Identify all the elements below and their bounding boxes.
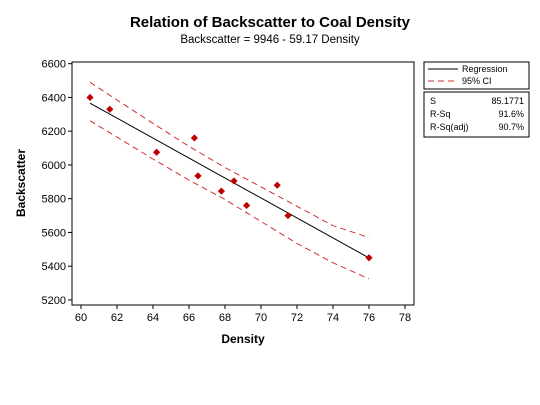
data-point <box>365 254 373 262</box>
data-point <box>106 105 114 113</box>
y-tick-label: 5200 <box>42 295 66 307</box>
x-tick-label: 64 <box>147 312 159 324</box>
y-axis: 5200 5400 5600 5800 6000 6200 6400 6600 <box>42 59 72 307</box>
x-axis: 60 62 64 66 68 70 72 74 76 78 <box>75 305 411 324</box>
stat-value: 90.7% <box>498 122 524 132</box>
y-tick-label: 5400 <box>42 261 66 273</box>
data-point <box>284 211 292 220</box>
legend-ci-label: 95% CI <box>462 76 492 86</box>
stat-value: 85.1771 <box>491 96 524 106</box>
data-point <box>86 93 94 102</box>
x-tick-label: 72 <box>291 312 303 324</box>
legend-regression-label: Regression <box>462 64 508 74</box>
confidence-interval-lines <box>89 81 370 280</box>
stat-label: R-Sq <box>430 109 451 119</box>
data-point <box>194 172 202 180</box>
stat-label: S <box>430 96 436 106</box>
y-tick-label: 6200 <box>42 126 66 138</box>
x-tick-label: 74 <box>327 312 339 324</box>
y-tick-label: 6400 <box>42 92 66 104</box>
y-tick-label: 6600 <box>42 59 66 71</box>
y-tick-label: 5600 <box>42 227 66 239</box>
x-tick-label: 66 <box>183 312 195 324</box>
x-tick-label: 70 <box>255 312 267 324</box>
chart-title: Relation of Backscatter to Coal Density <box>129 14 411 31</box>
legend-box <box>423 61 530 90</box>
data-point <box>273 181 281 189</box>
y-tick-label: 6000 <box>42 160 66 172</box>
x-tick-label: 76 <box>363 312 375 324</box>
stat-value: 91.6% <box>498 109 524 119</box>
stats-table: S 85.1771 R-Sq 91.6% R-Sq(adj) 90.7% <box>430 96 524 132</box>
chart-subtitle: Backscatter = 9946 - 59.17 Density <box>180 34 360 46</box>
stat-label: R-Sq(adj) <box>430 122 469 132</box>
y-axis-label: Backscatter <box>14 149 28 217</box>
stats-box <box>423 91 530 138</box>
plot-area <box>71 61 415 306</box>
regression-line <box>89 102 370 259</box>
x-tick-label: 62 <box>111 312 123 324</box>
data-point <box>217 187 225 195</box>
y-tick-label: 5800 <box>42 194 66 206</box>
data-points <box>86 93 373 262</box>
regression-line-group <box>89 102 370 259</box>
data-point <box>153 148 161 156</box>
x-tick-label: 60 <box>75 312 87 324</box>
ci-lower-line <box>89 120 370 280</box>
x-tick-label: 78 <box>399 312 411 324</box>
x-tick-label: 68 <box>219 312 231 324</box>
data-point <box>230 177 238 185</box>
x-axis-label: Density <box>221 332 265 346</box>
data-point <box>190 134 198 142</box>
data-point <box>243 201 251 210</box>
